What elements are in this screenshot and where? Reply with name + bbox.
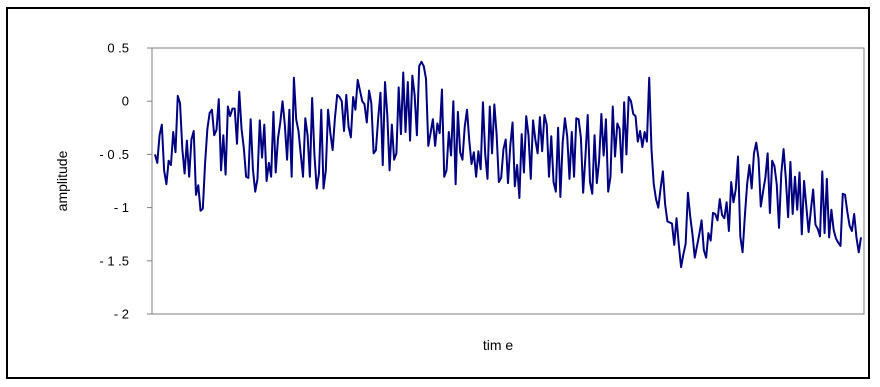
plot-area bbox=[151, 47, 865, 315]
y-tick-label: 0 .5 bbox=[107, 41, 129, 56]
y-tick-label: - 0 .5 bbox=[99, 147, 129, 162]
y-tick-label: - 1 .5 bbox=[99, 253, 129, 268]
y-axis-title: amplitude bbox=[54, 150, 70, 211]
series-line-0 bbox=[154, 60, 862, 269]
series-group bbox=[154, 60, 862, 269]
chart-frame bbox=[6, 7, 870, 379]
x-axis-title: tim e bbox=[483, 337, 514, 353]
y-axis-ticks: 0 .5 0 - 0 .5 - 1 - 1 .5 - 2 bbox=[99, 41, 152, 322]
y-tick-label: - 2 bbox=[114, 307, 129, 322]
y-tick-label: 0 bbox=[122, 94, 129, 109]
y-tick-label: - 1 bbox=[114, 200, 129, 215]
